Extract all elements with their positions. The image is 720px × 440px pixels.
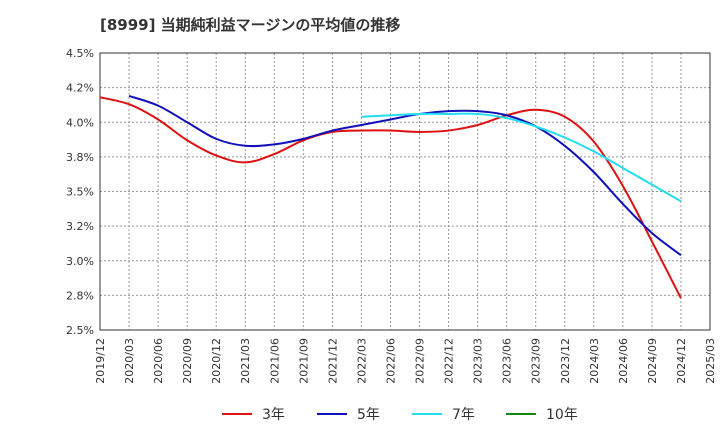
y-tick-label: 4.5% xyxy=(66,47,94,60)
x-tick-label: 2022/12 xyxy=(443,338,456,384)
y-tick-label: 2.8% xyxy=(66,289,94,302)
x-tick-label: 2020/12 xyxy=(210,338,223,384)
x-tick-label: 2024/12 xyxy=(675,338,688,384)
x-tick-label: 2019/12 xyxy=(94,338,107,384)
legend-label-3: 7年 xyxy=(452,407,475,423)
x-tick-label: 2025/03 xyxy=(704,338,717,384)
y-tick-label: 3.2% xyxy=(66,220,94,233)
x-tick-label: 2021/03 xyxy=(239,338,252,384)
x-tick-label: 2023/06 xyxy=(501,338,514,384)
legend-label-1: 3年 xyxy=(262,407,285,423)
y-tick-label: 3.8% xyxy=(66,151,94,164)
x-tick-label: 2023/09 xyxy=(530,338,543,384)
series-line-2 xyxy=(128,94,682,257)
series-line-1 xyxy=(99,96,682,299)
chart-title: [8999] 当期純利益マージンの平均値の推移 xyxy=(100,16,401,34)
y-tick-label: 3.5% xyxy=(66,186,94,199)
x-tick-label: 2022/09 xyxy=(414,338,427,384)
x-tick-label: 2024/06 xyxy=(617,338,630,384)
series-line-3 xyxy=(361,112,682,203)
legend-label-2: 5年 xyxy=(357,407,380,423)
x-tick-label: 2024/03 xyxy=(588,338,601,384)
x-tick-label: 2021/09 xyxy=(297,338,310,384)
x-tick-label: 2023/12 xyxy=(559,338,572,384)
x-tick-label: 2021/12 xyxy=(326,338,339,384)
x-tick-label: 2020/03 xyxy=(123,338,136,384)
y-tick-label: 4.2% xyxy=(66,82,94,95)
y-tick-label: 3.0% xyxy=(66,255,94,268)
y-tick-label: 2.5% xyxy=(66,324,94,337)
x-tick-label: 2022/03 xyxy=(355,338,368,384)
y-tick-label: 4.0% xyxy=(66,116,94,129)
x-tick-label: 2020/09 xyxy=(181,338,194,384)
x-tick-label: 2022/06 xyxy=(384,338,397,384)
plot-border xyxy=(99,52,711,331)
x-tick-label: 2023/03 xyxy=(472,338,485,384)
x-tick-label: 2021/06 xyxy=(268,338,281,384)
legend-label-4: 10年 xyxy=(546,407,578,423)
x-tick-label: 2020/06 xyxy=(152,338,165,384)
x-tick-label: 2024/09 xyxy=(646,338,659,384)
